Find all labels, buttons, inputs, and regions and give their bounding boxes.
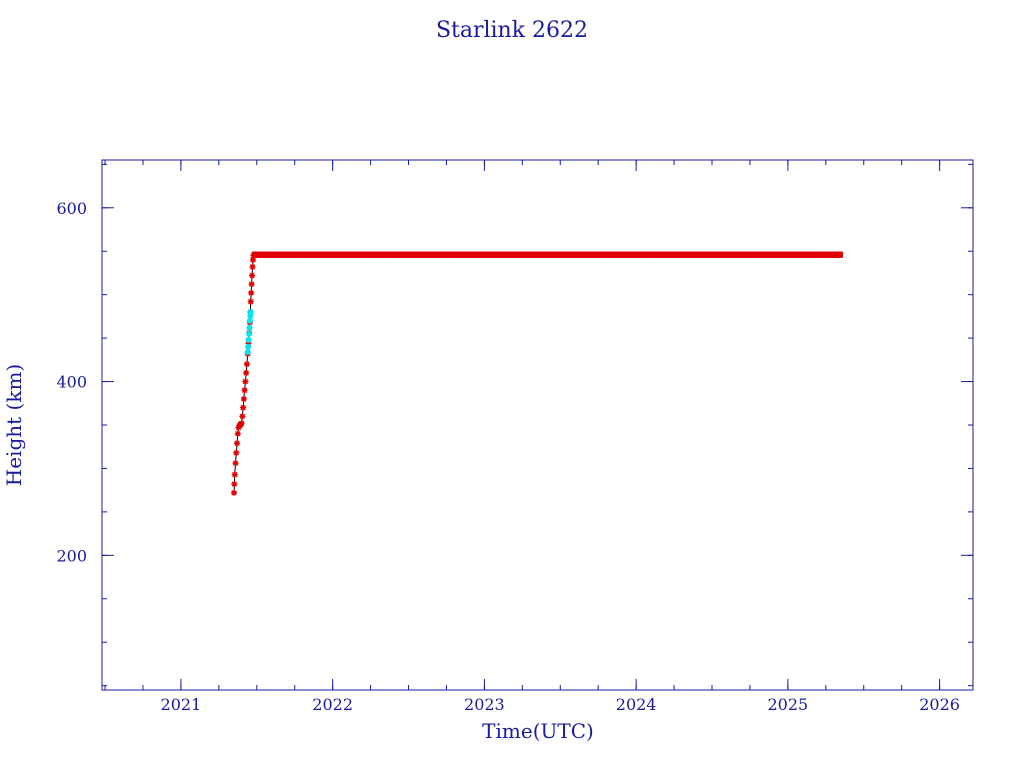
x-tick-label: 2026 (919, 695, 960, 714)
data-point (238, 420, 245, 427)
data-point (231, 489, 238, 496)
data-point (243, 361, 250, 368)
data-point (249, 272, 256, 279)
data-point (242, 378, 249, 385)
data-point (248, 289, 255, 296)
data-point (231, 481, 238, 488)
height-series-line (233, 254, 841, 493)
x-tick-label: 2021 (161, 695, 202, 714)
highlight-data-point (245, 336, 252, 343)
y-tick-label: 200 (56, 546, 87, 565)
data-point (233, 449, 240, 456)
plot-frame (101, 159, 974, 691)
data-point (241, 387, 248, 394)
data-point (239, 413, 246, 420)
y-tick-label: 400 (56, 373, 87, 392)
plateau-data-point (838, 251, 843, 258)
highlight-data-point (246, 324, 253, 331)
data-point (243, 369, 250, 376)
x-tick-label: 2022 (312, 695, 353, 714)
x-tick-label: 2025 (768, 695, 809, 714)
data-point (249, 263, 256, 270)
x-tick-label: 2024 (616, 695, 657, 714)
axis-ticks (102, 160, 973, 690)
x-tick-label: 2023 (464, 695, 505, 714)
data-point (234, 440, 241, 447)
highlight-data-point (246, 317, 253, 324)
data-point (247, 298, 254, 305)
data-point (240, 395, 247, 402)
axis-tick-labels: 2021 2022 2023 2024 2025 2026 200 400 600 (56, 199, 960, 714)
highlight-data-point (245, 343, 252, 350)
highlight-data-point (247, 309, 254, 316)
highlight-data-point (244, 349, 251, 356)
data-point (234, 430, 241, 437)
y-tick-label: 600 (56, 199, 87, 218)
data-point (248, 281, 255, 288)
y-axis-label: Height (km) (2, 364, 26, 486)
data-point (231, 471, 238, 478)
data-point (240, 404, 247, 411)
data-series (231, 251, 843, 496)
data-point (232, 460, 239, 467)
highlight-data-point (246, 330, 253, 337)
chart-title: Starlink 2622 (436, 18, 588, 43)
x-axis-label: Time(UTC) (482, 719, 594, 743)
